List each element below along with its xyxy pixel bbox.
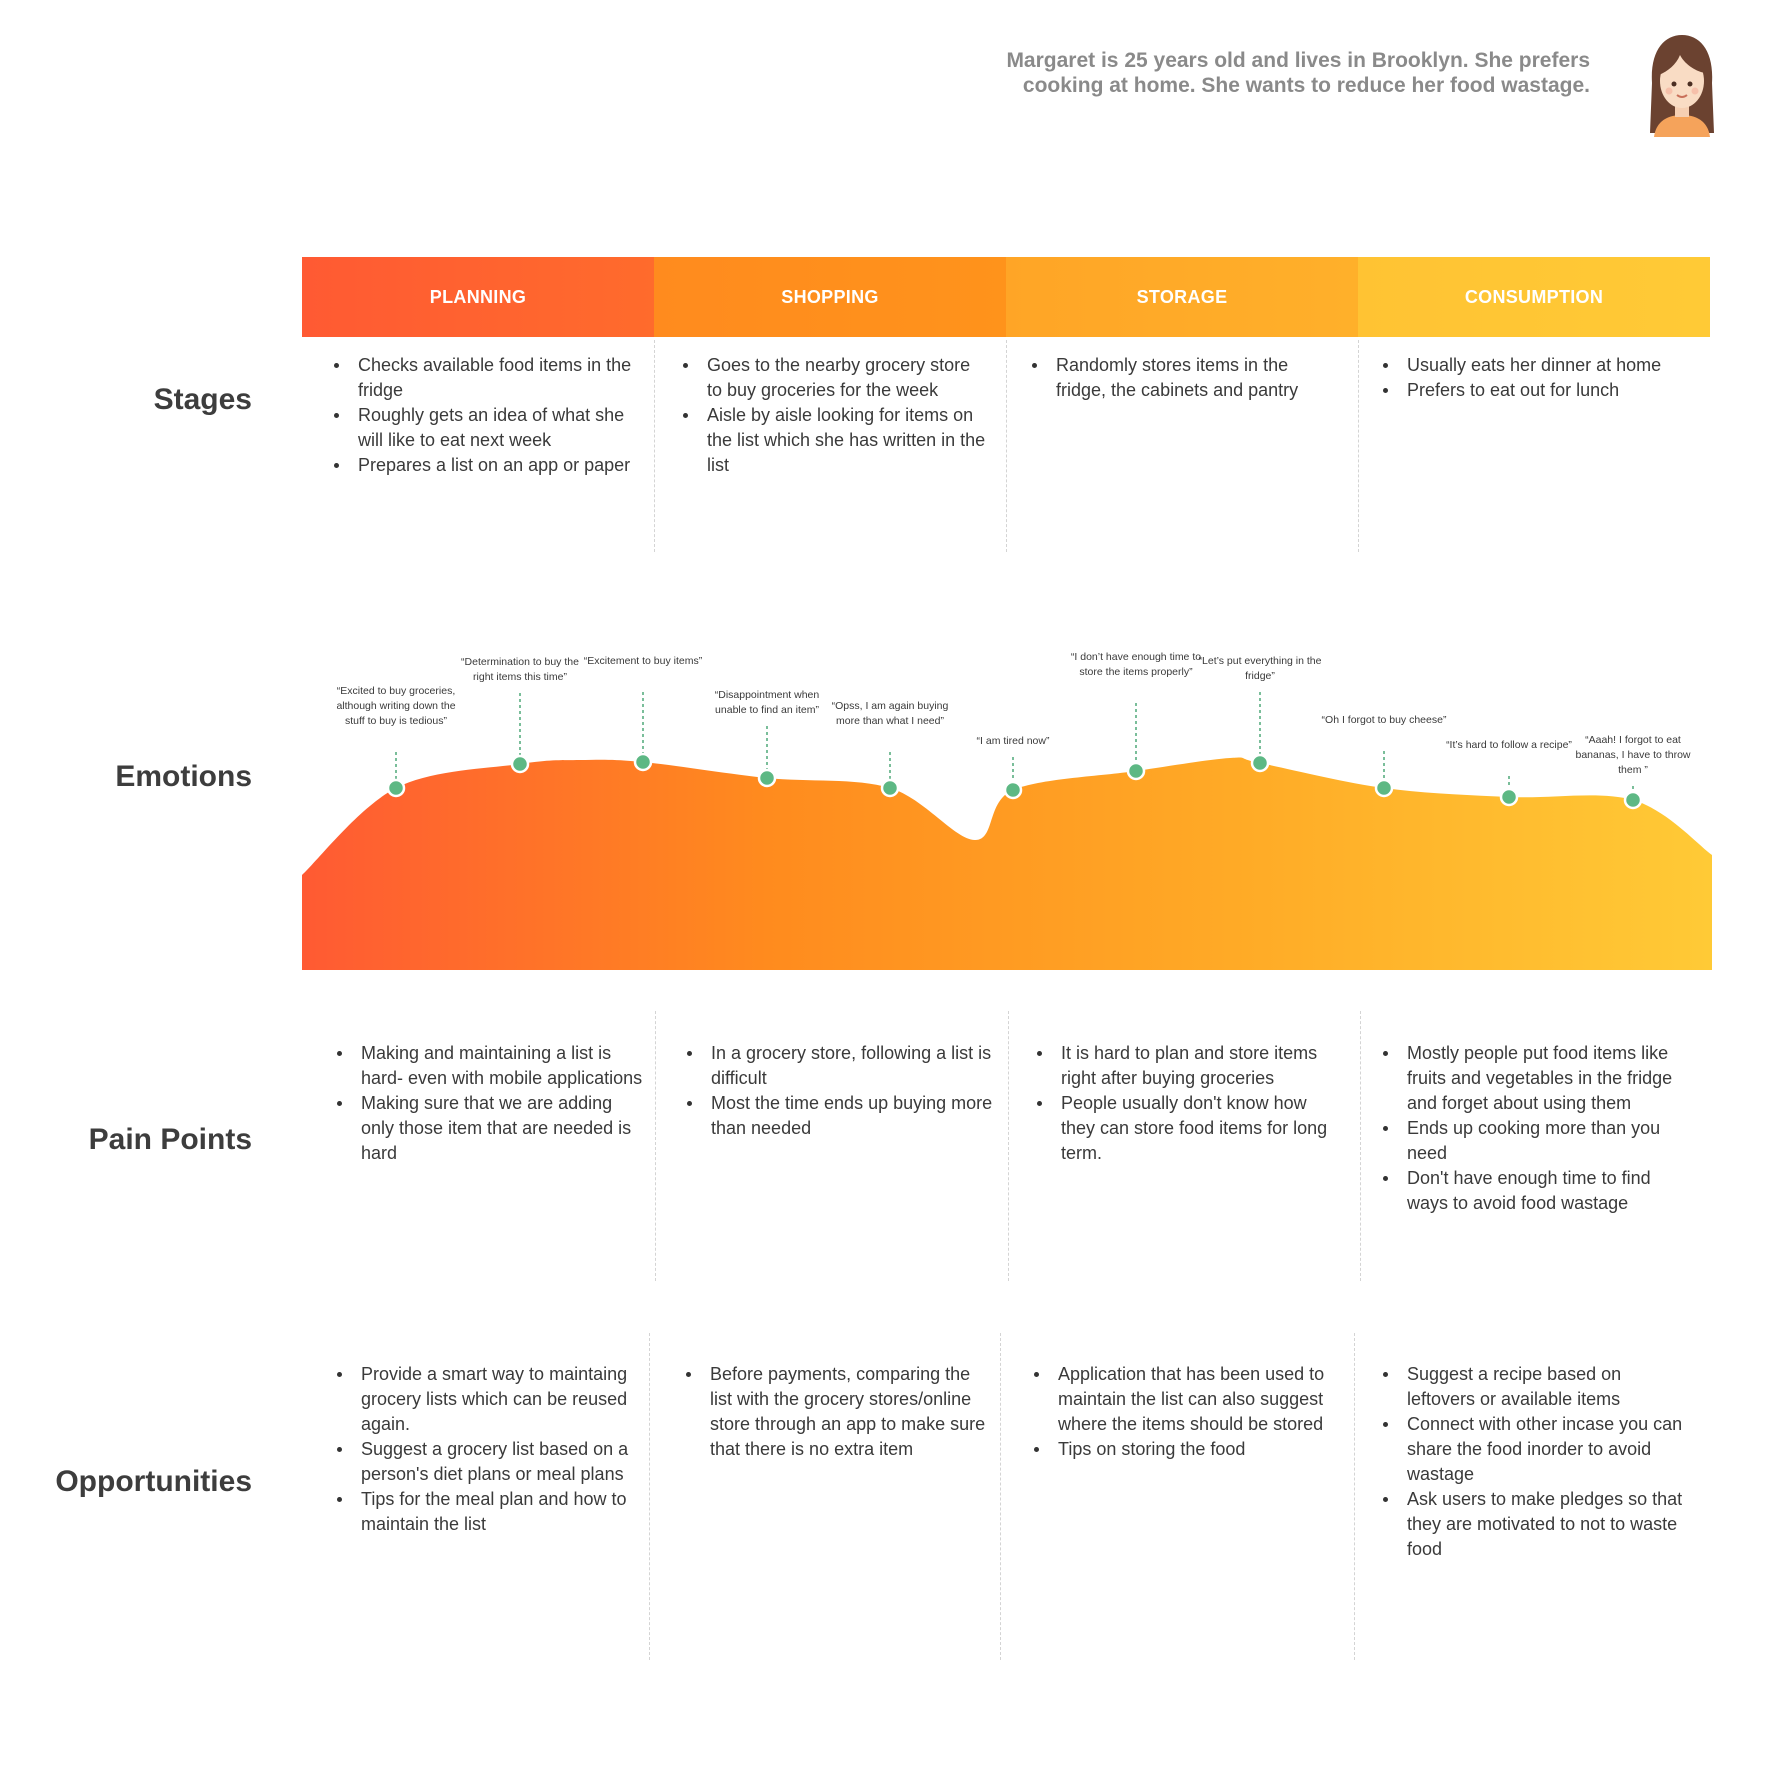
list-item: Suggest a grocery list based on a person… bbox=[337, 1437, 643, 1487]
emotion-quote: “Excitement to buy items” bbox=[583, 655, 703, 667]
opportunity-cell-consumption: Suggest a recipe based on leftovers or a… bbox=[1379, 1362, 1689, 1562]
emotion-quote: “It’s hard to follow a recipe” bbox=[1446, 739, 1572, 751]
stage-header-planning: PLANNING bbox=[302, 257, 654, 337]
woman-avatar-icon bbox=[1644, 33, 1720, 137]
emotion-point bbox=[1126, 761, 1146, 781]
stage-cell-planning: Checks available food items in the fridg… bbox=[330, 353, 640, 478]
list-item: Ask users to make pledges so that they a… bbox=[1383, 1487, 1689, 1562]
emotion-point bbox=[1499, 787, 1519, 807]
list-item: Making sure that we are adding only thos… bbox=[337, 1091, 643, 1166]
opportunity-cell-planning: Provide a smart way to maintaing grocery… bbox=[333, 1362, 643, 1537]
stage-header-storage: STORAGE bbox=[1006, 257, 1358, 337]
emotion-point bbox=[510, 754, 530, 774]
stage-cell-shopping: Goes to the nearby grocery store to buy … bbox=[679, 353, 989, 478]
list-item: Provide a smart way to maintaing grocery… bbox=[337, 1362, 643, 1437]
list-item: Making and maintaining a list is hard- e… bbox=[337, 1041, 643, 1091]
emotion-point bbox=[880, 778, 900, 798]
emotion-point bbox=[633, 752, 653, 772]
pain-cell-planning: Making and maintaining a list is hard- e… bbox=[333, 1041, 643, 1166]
list-item: Randomly stores items in the fridge, the… bbox=[1032, 353, 1338, 403]
list-item: Before payments, comparing the list with… bbox=[686, 1362, 992, 1462]
list-item: Mostly people put food items like fruits… bbox=[1383, 1041, 1689, 1116]
stage-cell-storage: Randomly stores items in the fridge, the… bbox=[1028, 353, 1338, 403]
emotion-quote: “Determination to buy the right items th… bbox=[461, 656, 579, 683]
list-item: Connect with other incase you can share … bbox=[1383, 1412, 1689, 1487]
list-item: Don't have enough time to find ways to a… bbox=[1383, 1166, 1689, 1216]
opportunity-cell-storage: Application that has been used to mainta… bbox=[1030, 1362, 1340, 1462]
divider bbox=[1006, 340, 1007, 552]
pain-cell-consumption: Mostly people put food items like fruits… bbox=[1379, 1041, 1689, 1216]
list-item: People usually don't know how they can s… bbox=[1037, 1091, 1343, 1166]
emotion-point bbox=[1374, 778, 1394, 798]
list-item: Suggest a recipe based on leftovers or a… bbox=[1383, 1362, 1689, 1412]
emotion-quote: “Let’s put everything in the fridge” bbox=[1198, 655, 1322, 682]
divider bbox=[649, 1333, 650, 1660]
emotion-area bbox=[302, 757, 1712, 970]
list-item: Tips on storing the food bbox=[1034, 1437, 1340, 1462]
emotion-curve-chart bbox=[302, 692, 1712, 970]
list-item: Tips for the meal plan and how to mainta… bbox=[337, 1487, 643, 1537]
list-item: Roughly gets an idea of what she will li… bbox=[334, 403, 640, 453]
list-item: Application that has been used to mainta… bbox=[1034, 1362, 1340, 1437]
list-item: Ends up cooking more than you need bbox=[1383, 1116, 1689, 1166]
list-item: Usually eats her dinner at home bbox=[1383, 353, 1689, 378]
emotion-point bbox=[1250, 753, 1270, 773]
opportunity-cell-shopping: Before payments, comparing the list with… bbox=[682, 1362, 992, 1462]
emotion-point bbox=[757, 768, 777, 788]
divider bbox=[1354, 1333, 1355, 1660]
list-item: Goes to the nearby grocery store to buy … bbox=[683, 353, 989, 403]
persona-description: Margaret is 25 years old and lives in Br… bbox=[1006, 49, 1590, 97]
list-item: Most the time ends up buying more than n… bbox=[687, 1091, 993, 1141]
stage-cell-consumption: Usually eats her dinner at home Prefers … bbox=[1379, 353, 1689, 403]
emotion-quote: “Oh I forgot to buy cheese” bbox=[1321, 714, 1447, 726]
row-label-pain-points: Pain Points bbox=[88, 1123, 252, 1156]
list-item: Aisle by aisle looking for items on the … bbox=[683, 403, 989, 478]
emotion-quote: “Opss, I am again buying more than what … bbox=[831, 700, 949, 727]
pain-cell-storage: It is hard to plan and store items right… bbox=[1033, 1041, 1343, 1166]
row-label-opportunities: Opportunities bbox=[55, 1465, 252, 1498]
divider bbox=[654, 340, 655, 552]
emotion-point bbox=[1003, 780, 1023, 800]
pain-cell-shopping: In a grocery store, following a list is … bbox=[683, 1041, 993, 1141]
divider bbox=[1008, 1011, 1009, 1281]
divider bbox=[1360, 1011, 1361, 1281]
list-item: In a grocery store, following a list is … bbox=[687, 1041, 993, 1091]
divider bbox=[1358, 340, 1359, 552]
emotion-quote: “I don’t have enough time to store the i… bbox=[1070, 651, 1202, 678]
list-item: Prefers to eat out for lunch bbox=[1383, 378, 1689, 403]
emotion-point bbox=[386, 778, 406, 798]
row-label-stages: Stages bbox=[153, 383, 252, 416]
emotion-quote: “Disappointment when unable to find an i… bbox=[714, 689, 820, 716]
list-item: Prepares a list on an app or paper bbox=[334, 453, 640, 478]
divider bbox=[1000, 1333, 1001, 1660]
emotion-quote: “Aaah! I forgot to eat bananas, I have t… bbox=[1575, 734, 1691, 776]
list-item: It is hard to plan and store items right… bbox=[1037, 1041, 1343, 1091]
row-label-emotions: Emotions bbox=[115, 760, 252, 793]
divider bbox=[655, 1011, 656, 1281]
stage-header-consumption: CONSUMPTION bbox=[1358, 257, 1710, 337]
emotion-quote: “Excited to buy groceries, although writ… bbox=[336, 685, 456, 727]
stage-header-shopping: SHOPPING bbox=[654, 257, 1006, 337]
list-item: Checks available food items in the fridg… bbox=[334, 353, 640, 403]
emotion-quote: “I am tired now” bbox=[976, 735, 1050, 747]
emotion-point bbox=[1623, 790, 1643, 810]
